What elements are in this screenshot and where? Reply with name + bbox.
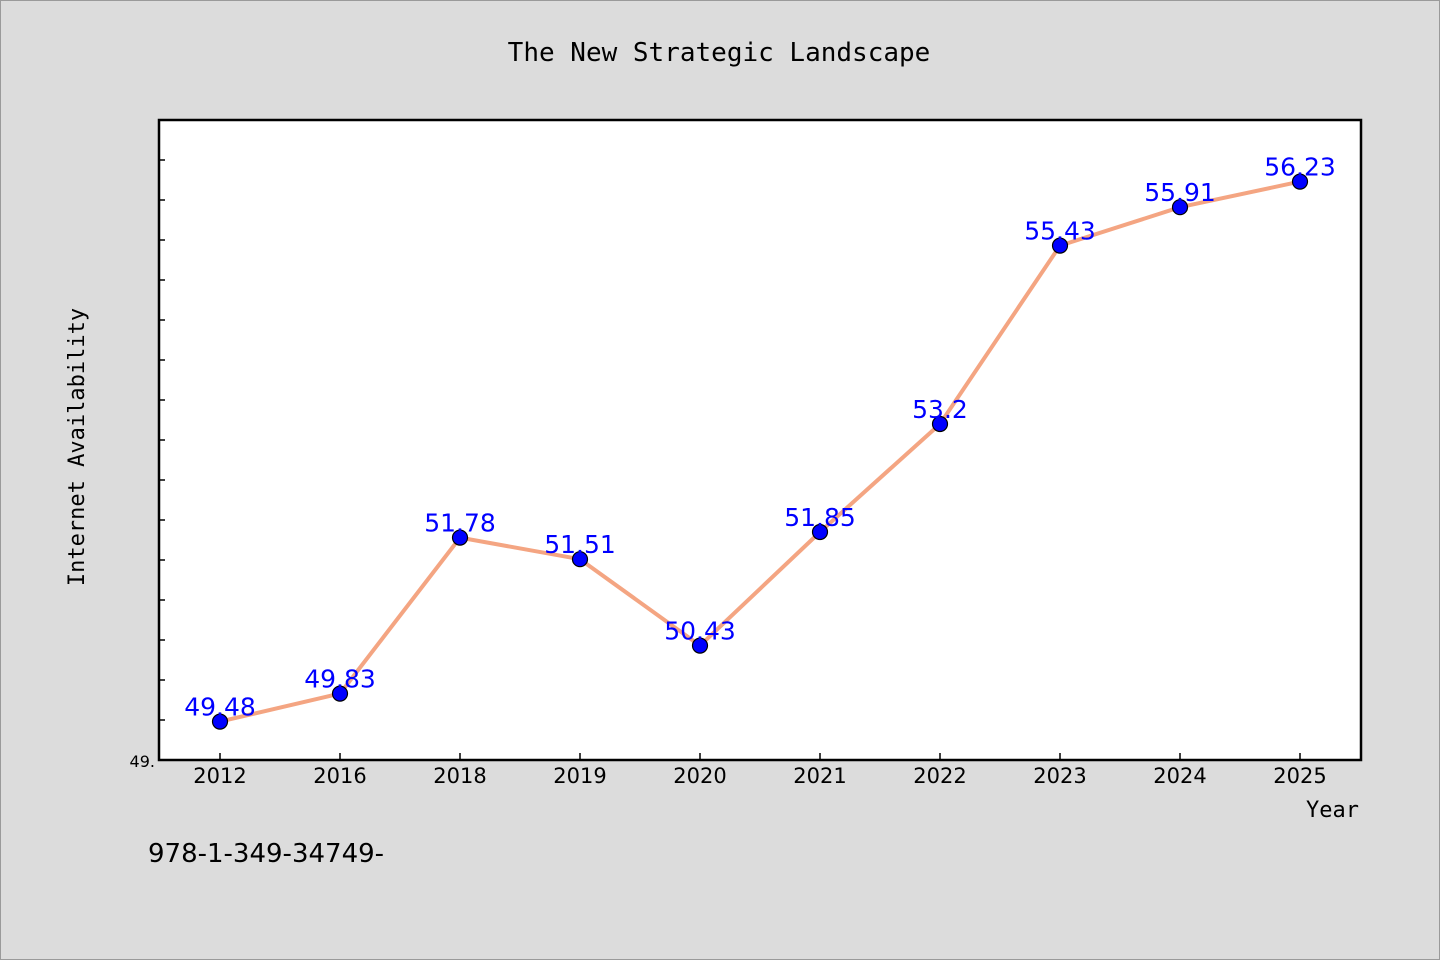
series-markers — [211, 173, 1309, 730]
data-label: 55.91 — [1144, 178, 1216, 207]
x-tick-label: 2021 — [793, 764, 846, 788]
data-labels: 49.48 49.83 51.78 51.51 50.43 51.85 53.2 55.43 5… — [184, 153, 1336, 722]
x-axis-label: Year — [1306, 798, 1359, 823]
data-point — [691, 637, 709, 654]
data-point — [1291, 173, 1309, 190]
x-tick-label: 2022 — [913, 764, 966, 788]
data-point — [571, 551, 589, 568]
x-axis-ticks — [219, 753, 1301, 760]
x-tick-label: 2023 — [1033, 764, 1086, 788]
data-label: 51.78 — [424, 509, 496, 538]
data-label: 49.83 — [304, 665, 376, 694]
x-tick-label: 2016 — [313, 764, 366, 788]
x-tick-label: 2012 — [193, 764, 246, 788]
x-tick-label: 2024 — [1153, 764, 1206, 788]
y-tick-label: 49. — [130, 752, 155, 771]
data-point — [331, 685, 349, 702]
footer-note: 978-1-349-34749- — [148, 839, 384, 869]
series-line — [219, 179, 1301, 724]
data-point — [1051, 237, 1069, 254]
data-label: 51.51 — [544, 530, 616, 559]
data-point — [451, 529, 469, 546]
data-label: 55.43 — [1024, 217, 1096, 246]
y-axis-label: Internet Availability — [65, 308, 90, 586]
y-axis-ticks — [159, 119, 165, 761]
data-point — [211, 713, 229, 730]
data-point — [1171, 199, 1189, 216]
data-label: 49.48 — [184, 693, 256, 722]
data-label: 50.43 — [664, 617, 736, 646]
x-tick-label: 2018 — [433, 764, 486, 788]
data-label: 56.23 — [1264, 153, 1336, 182]
chart-title: The New Strategic Landscape — [508, 38, 931, 68]
x-tick-label: 2020 — [673, 764, 726, 788]
plot-area — [157, 118, 1363, 762]
x-tick-labels: 2012 2016 2018 2019 2020 2021 2022 2023 2024 2025 — [193, 764, 1326, 788]
x-tick-label: 2025 — [1273, 764, 1326, 788]
data-point — [811, 523, 829, 541]
data-label: 51.85 — [784, 503, 856, 532]
x-tick-label: 2019 — [553, 764, 606, 788]
data-point — [931, 415, 949, 433]
data-label: 53.2 — [912, 395, 968, 424]
